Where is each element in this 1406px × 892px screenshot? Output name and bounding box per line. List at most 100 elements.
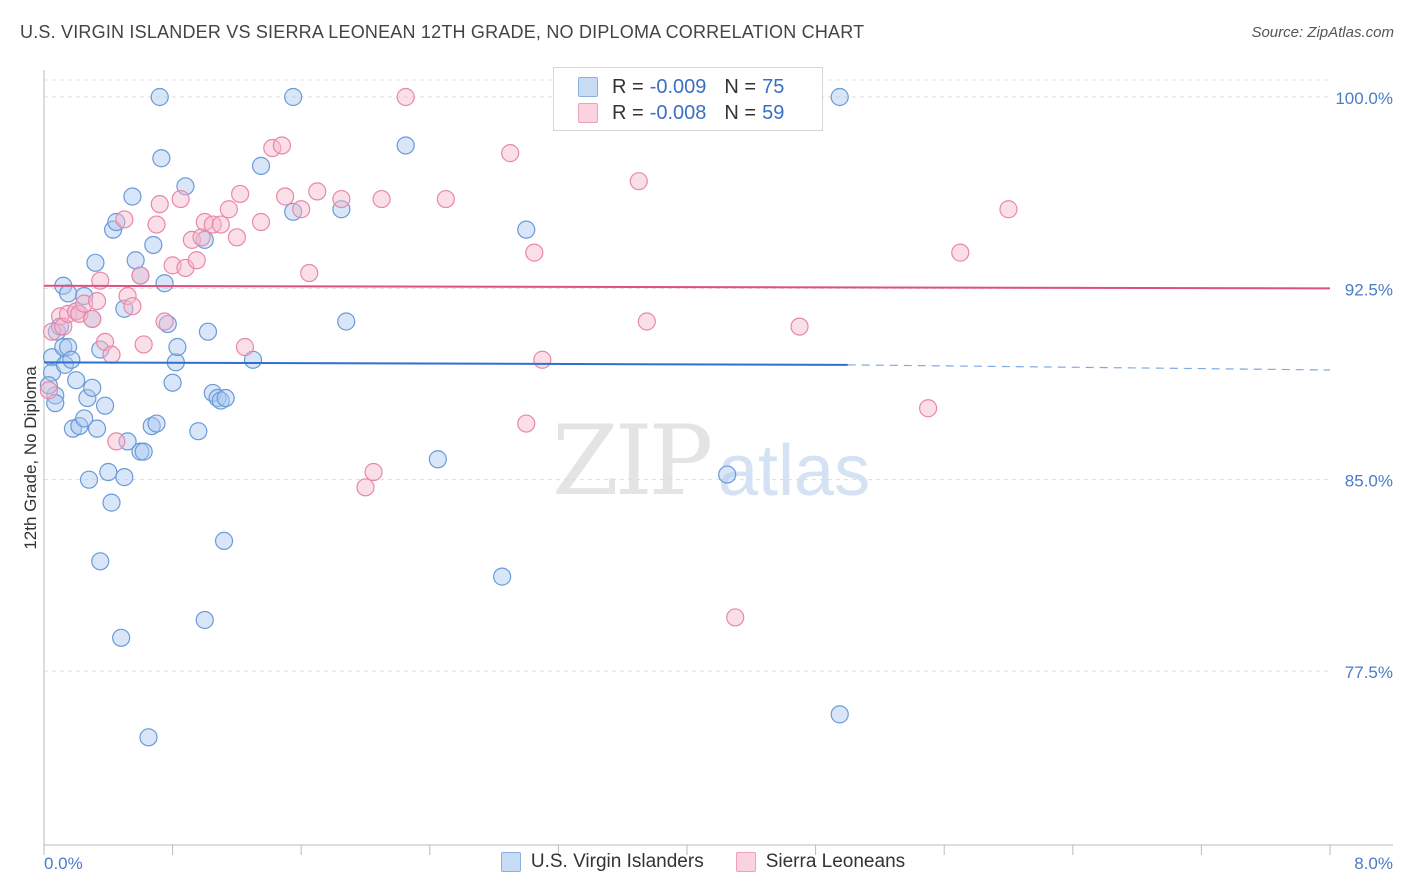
point-virgin-islanders [134, 442, 153, 461]
point-sierra-leoneans [39, 381, 58, 400]
point-virgin-islanders [112, 628, 131, 647]
watermark-atlas: atlas [718, 431, 871, 511]
point-sierra-leoneans [501, 144, 520, 163]
x-tick-label: 8.0% [1354, 854, 1393, 873]
legend-label: Sierra Leoneans [765, 851, 906, 872]
source-label: Source: ZipAtlas.com [1251, 24, 1394, 41]
legend-label: U.S. Virgin Islanders [530, 851, 704, 872]
point-sierra-leoneans [396, 87, 415, 107]
legend-r-label: R = [612, 75, 644, 98]
point-virgin-islanders [158, 314, 177, 334]
point-virgin-islanders [78, 388, 97, 408]
point-sierra-leoneans [187, 251, 206, 270]
point-sierra-leoneans [272, 136, 292, 155]
point-virgin-islanders [152, 149, 171, 168]
point-virgin-islanders [155, 274, 174, 293]
point-sierra-leoneans [155, 312, 174, 331]
legend-item-sierra-leoneans[interactable]: Sierra Leoneans [735, 851, 906, 873]
point-sierra-leoneans [629, 172, 648, 191]
y-axis-title: 12th Grade, No Diploma [21, 366, 40, 550]
point-virgin-islanders [198, 322, 218, 341]
point-virgin-islanders [79, 470, 99, 489]
point-virgin-islanders [332, 200, 351, 219]
point-sierra-leoneans [332, 189, 351, 209]
legend-swatch-sierra-leoneans [578, 103, 598, 123]
point-virgin-islanders [62, 350, 81, 369]
point-virgin-islanders [59, 284, 78, 303]
point-virgin-islanders [163, 373, 182, 392]
point-sierra-leoneans [118, 286, 137, 306]
point-virgin-islanders [87, 419, 107, 438]
point-sierra-leoneans [637, 312, 656, 331]
y-tick-label: 85.0% [1345, 472, 1393, 491]
point-sierra-leoneans [123, 297, 142, 316]
point-virgin-islanders [396, 136, 415, 155]
point-sierra-leoneans [219, 200, 238, 219]
trend-extension-virgin-islanders [847, 364, 1331, 371]
point-sierra-leoneans [147, 215, 166, 234]
point-sierra-leoneans [171, 189, 190, 209]
point-sierra-leoneans [83, 309, 102, 329]
legend-r-value: -0.008 [649, 101, 707, 124]
point-virgin-islanders [83, 378, 102, 397]
point-sierra-leoneans [726, 608, 745, 627]
legend-item-virgin-islanders[interactable]: U.S. Virgin Islanders [500, 851, 704, 873]
point-virgin-islanders [428, 450, 447, 469]
point-sierra-leoneans [300, 263, 319, 283]
y-tick-label: 77.5% [1345, 663, 1393, 682]
point-sierra-leoneans [134, 335, 153, 354]
trend-line-sierra-leoneans [43, 284, 1331, 290]
point-sierra-leoneans [102, 345, 121, 364]
point-virgin-islanders [126, 251, 145, 270]
point-sierra-leoneans [276, 187, 295, 206]
legend-row-sierra-leoneans: R = -0.008 N = 59 [578, 100, 784, 126]
legend-n-value: 59 [762, 101, 785, 124]
point-sierra-leoneans [292, 200, 311, 219]
point-sierra-leoneans [150, 195, 169, 214]
legend-n-label: N = [724, 101, 757, 124]
point-virgin-islanders [150, 87, 169, 107]
point-virgin-islanders [91, 552, 110, 571]
legend-n-label: N = [724, 75, 757, 98]
point-sierra-leoneans [231, 184, 250, 204]
point-sierra-leoneans [517, 414, 536, 433]
chart-title: U.S. VIRGIN ISLANDER VS SIERRA LEONEAN 1… [20, 22, 865, 42]
point-virgin-islanders [211, 391, 230, 410]
point-sierra-leoneans [42, 322, 62, 341]
point-sierra-leoneans [308, 182, 327, 201]
point-sierra-leoneans [533, 350, 552, 369]
point-virgin-islanders [830, 705, 849, 724]
point-sierra-leoneans [251, 212, 271, 232]
point-sierra-leoneans [364, 462, 383, 482]
y-tick-label: 100.0% [1335, 89, 1393, 108]
point-sierra-leoneans [372, 189, 391, 209]
point-virgin-islanders [75, 409, 94, 428]
point-sierra-leoneans [436, 189, 455, 209]
point-sierra-leoneans [356, 478, 375, 497]
correlation-legend: R = -0.009 N = 75 R = -0.008 N = 59 [553, 67, 823, 131]
point-virgin-islanders [86, 253, 105, 272]
legend-swatch-virgin-islanders [578, 77, 598, 97]
point-sierra-leoneans [525, 243, 544, 262]
point-virgin-islanders [142, 416, 161, 436]
point-virgin-islanders [67, 371, 86, 390]
point-virgin-islanders [95, 396, 115, 415]
legend-swatch [735, 852, 756, 872]
point-virgin-islanders [99, 462, 118, 482]
point-virgin-islanders [195, 610, 214, 630]
watermark-zip: ZIP [552, 405, 713, 517]
point-virgin-islanders [39, 376, 58, 395]
point-sierra-leoneans [919, 399, 938, 418]
point-sierra-leoneans [115, 210, 134, 229]
point-virgin-islanders [102, 493, 121, 512]
point-sierra-leoneans [951, 243, 970, 262]
point-virgin-islanders [214, 531, 234, 550]
point-sierra-leoneans [211, 215, 230, 234]
legend-n-value: 75 [762, 75, 785, 98]
legend-swatch [500, 852, 521, 872]
point-sierra-leoneans [192, 228, 211, 247]
point-sierra-leoneans [87, 291, 107, 311]
point-sierra-leoneans [227, 228, 246, 247]
legend-r-value: -0.009 [649, 75, 707, 98]
